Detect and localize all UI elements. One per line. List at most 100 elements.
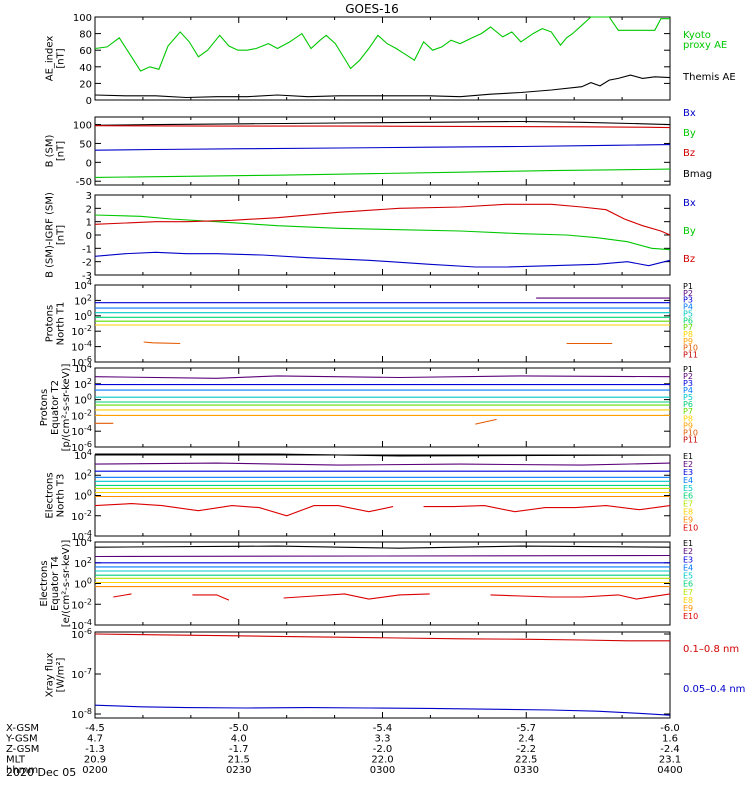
y-tick-label: 10-2 xyxy=(71,408,92,422)
series-line xyxy=(94,462,671,466)
footer-row-label: Y-GSM xyxy=(5,734,38,745)
footer-value: 0200 xyxy=(82,765,107,776)
series-line xyxy=(192,594,230,601)
legend-entry: P3 xyxy=(683,296,693,305)
legend-entry: P2 xyxy=(683,372,693,381)
footer-value: -2.0 xyxy=(373,744,393,755)
legend-entry: By xyxy=(683,226,696,237)
footer-value: -2.2 xyxy=(516,744,536,755)
y-axis-label: Protons xyxy=(45,305,56,342)
series-line xyxy=(94,214,671,251)
legend-entry: P1 xyxy=(683,282,693,291)
footer-value: -4.5 xyxy=(85,723,105,734)
legend-entry: E10 xyxy=(683,523,698,532)
y-tick-label: 10-2 xyxy=(71,509,92,523)
legend-entry: P11 xyxy=(683,435,698,444)
legend-entry: E9 xyxy=(683,604,693,613)
legend-entry: P10 xyxy=(683,344,698,353)
legend-entry: E8 xyxy=(683,508,693,517)
legend-entry: Bmag xyxy=(683,169,712,180)
legend-entry: E1 xyxy=(683,452,693,461)
y-tick-label: 102 xyxy=(74,377,92,391)
y-tick-label: 10-4 xyxy=(71,340,92,354)
y-tick-label: 10-4 xyxy=(71,424,92,438)
series-line xyxy=(94,16,670,72)
y-tick-label: 10-2 xyxy=(71,597,92,611)
footer-value: -5.0 xyxy=(229,723,249,734)
y-tick-label: 80 xyxy=(79,30,92,41)
y-tick-label: 40 xyxy=(79,63,92,74)
series-line xyxy=(94,633,670,642)
footer-value: 0400 xyxy=(657,765,682,776)
y-axis-label: North T3 xyxy=(56,474,67,518)
footer-value: 0230 xyxy=(226,765,251,776)
y-tick-label: 1 xyxy=(86,218,92,229)
y-tick-label: 0 xyxy=(86,231,92,242)
legend-entry: 0.1–0.8 nm xyxy=(683,644,739,655)
footer-row-label: MLT xyxy=(6,755,26,766)
panel-frame xyxy=(94,16,671,101)
y-tick-label: 100 xyxy=(74,393,92,407)
legend-entry: Bx xyxy=(683,198,696,209)
y-tick-label: 100 xyxy=(74,489,92,503)
y-axis-label: B (SM)-IGRF (SM) xyxy=(45,192,56,278)
y-tick-label: 100 xyxy=(74,309,92,323)
legend-entry: P5 xyxy=(683,309,693,318)
series-line xyxy=(94,120,671,126)
y-tick-label: 10-6 xyxy=(71,627,92,641)
y-tick-label: 104 xyxy=(74,448,92,462)
footer-value: 22.0 xyxy=(371,755,393,766)
footer-value: -6.0 xyxy=(660,723,680,734)
legend-entry: E1 xyxy=(683,539,693,548)
footer-value: 22.5 xyxy=(515,755,537,766)
legend-entry: E8 xyxy=(683,596,693,605)
footer-value: 23.1 xyxy=(659,755,681,766)
legend-entry: Bz xyxy=(683,148,695,159)
legend-entry: P10 xyxy=(683,428,698,437)
legend-entry: P8 xyxy=(683,414,693,423)
y-tick-label: 104 xyxy=(74,278,92,292)
legend-entry: Themis AE xyxy=(682,72,736,83)
footer-row-label: X-GSM xyxy=(6,723,39,734)
y-axis-label: Xray flux xyxy=(45,653,56,698)
y-axis-label: Electrons xyxy=(45,472,56,518)
y-axis-label: [e/(cm²-s-sr-keV)] xyxy=(61,540,72,628)
legend-entry: P6 xyxy=(683,400,693,409)
footer-value: -2.4 xyxy=(660,744,680,755)
panel-frame xyxy=(94,541,671,626)
y-tick-label: 0 xyxy=(86,96,92,107)
series-line xyxy=(475,418,497,425)
y-axis-label: Electrons xyxy=(39,560,50,606)
footer-value: 0330 xyxy=(514,765,539,776)
date-label: 2020 Dec 05 xyxy=(6,766,76,779)
y-tick-label: 0 xyxy=(86,158,92,169)
series-line xyxy=(94,704,671,716)
y-tick-label: -1 xyxy=(82,244,92,255)
legend-entry: E2 xyxy=(683,547,693,556)
series-line xyxy=(143,341,181,345)
footer-row-label: hhmm xyxy=(6,765,38,776)
footer-value: -1.7 xyxy=(229,744,249,755)
legend-entry: 0.05–0.4 nm xyxy=(683,684,745,695)
footer-value: 20.9 xyxy=(84,755,106,766)
y-tick-label: 2 xyxy=(86,204,92,215)
series-line xyxy=(95,453,671,457)
y-tick-label: 3 xyxy=(86,191,92,202)
legend-entry: P4 xyxy=(683,303,693,312)
series-line xyxy=(94,251,671,268)
y-tick-label: 104 xyxy=(74,535,92,549)
panel-8: 10-8 10-7 10-6 Xray flux [W/m²] 0.1–0.8 nm 0.0… xyxy=(45,627,746,721)
legend-entry: E5 xyxy=(683,572,693,581)
y-tick-label: 102 xyxy=(74,468,92,482)
y-axis-label: [nT] xyxy=(56,48,67,68)
y-axis-label: Equator T2 xyxy=(50,380,61,435)
footer-value: -1.3 xyxy=(85,744,105,755)
legend-entry: E6 xyxy=(683,580,693,589)
series-line xyxy=(94,74,671,99)
